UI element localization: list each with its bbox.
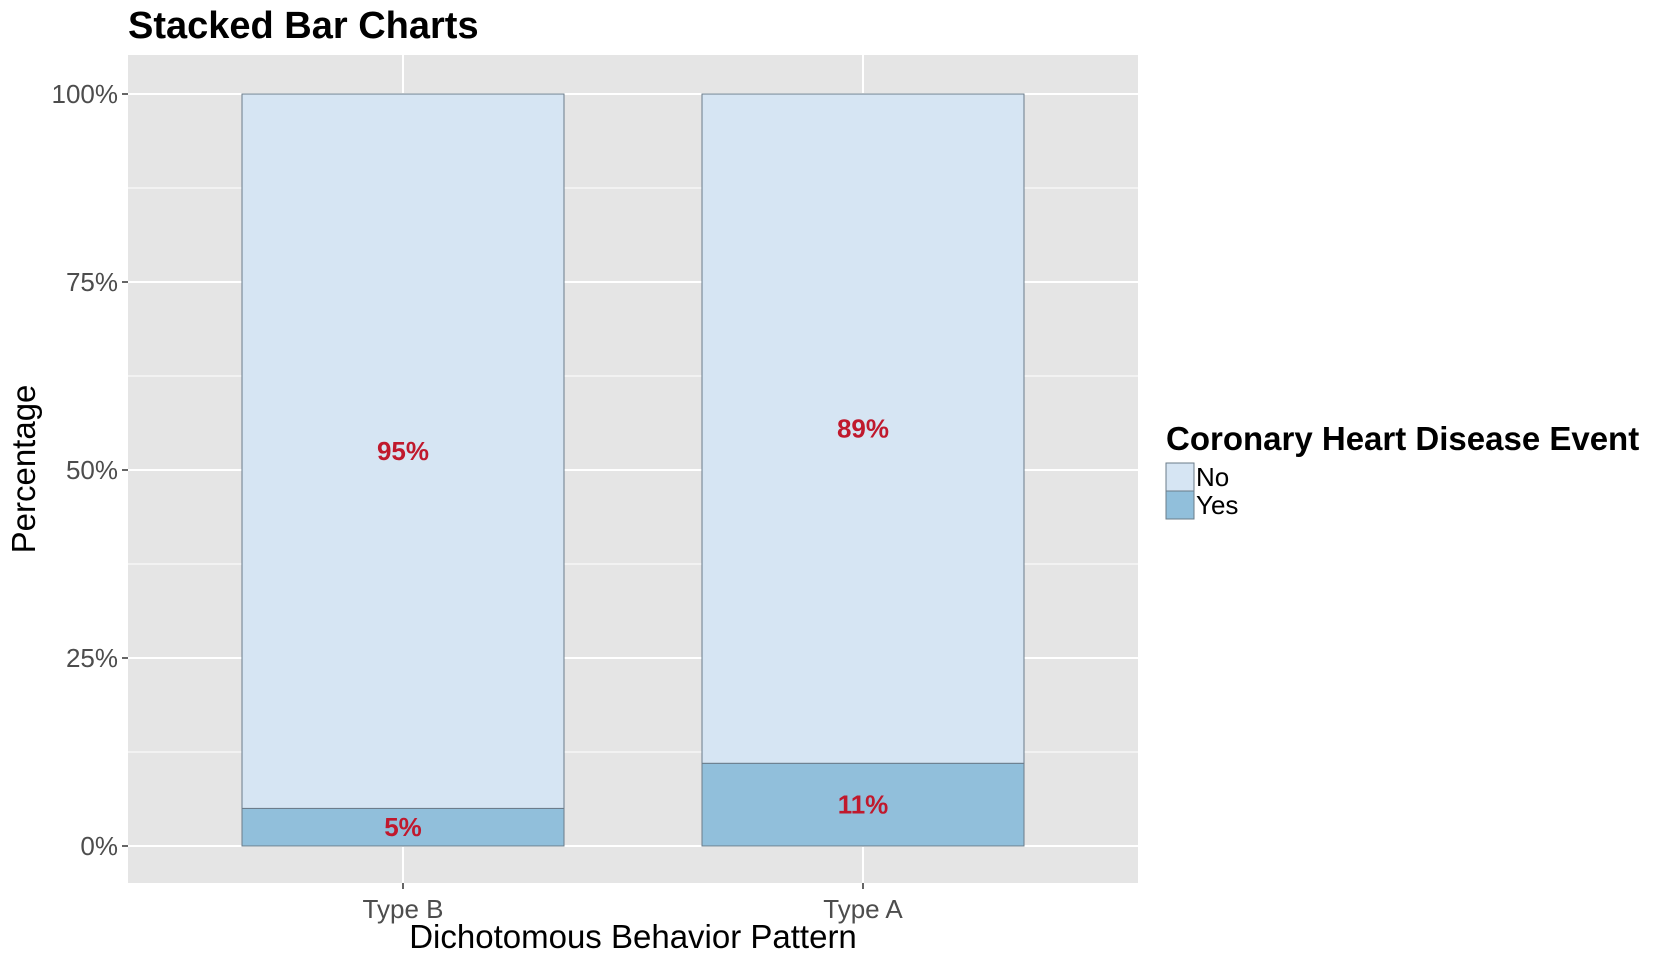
y-tick-label: 0% [80, 831, 118, 861]
legend-key-no [1165, 462, 1195, 492]
chart-title: Stacked Bar Charts [128, 5, 479, 47]
bar-segment-no [241, 93, 565, 809]
bar-segment-no [701, 93, 1025, 764]
x-tick-label: Type A [823, 894, 903, 924]
x-axis-title: Dichotomous Behavior Pattern [409, 918, 857, 955]
legend-label-yes: Yes [1196, 490, 1238, 520]
y-tick-label: 75% [66, 267, 118, 297]
y-tick-label: 25% [66, 643, 118, 673]
y-axis-title: Percentage [5, 385, 42, 554]
bar-segment-yes [701, 762, 1025, 847]
bars [241, 93, 1025, 847]
axes: 0% 25% 50% 75% 100% Type B Type A [52, 79, 904, 924]
legend-title: Coronary Heart Disease Event [1166, 420, 1639, 457]
x-tick-label: Type B [363, 894, 444, 924]
data-label: 5% [384, 812, 422, 842]
data-labels: 5% 95% 11% 89% [377, 414, 889, 843]
y-tick-label: 100% [52, 79, 119, 109]
legend-key-yes [1165, 490, 1195, 520]
data-label: 89% [837, 414, 889, 444]
y-tick-label: 50% [66, 455, 118, 485]
legend-label-no: No [1196, 462, 1229, 492]
data-label: 11% [838, 790, 889, 820]
data-label: 95% [377, 436, 429, 466]
bar-segment-yes [241, 807, 565, 847]
